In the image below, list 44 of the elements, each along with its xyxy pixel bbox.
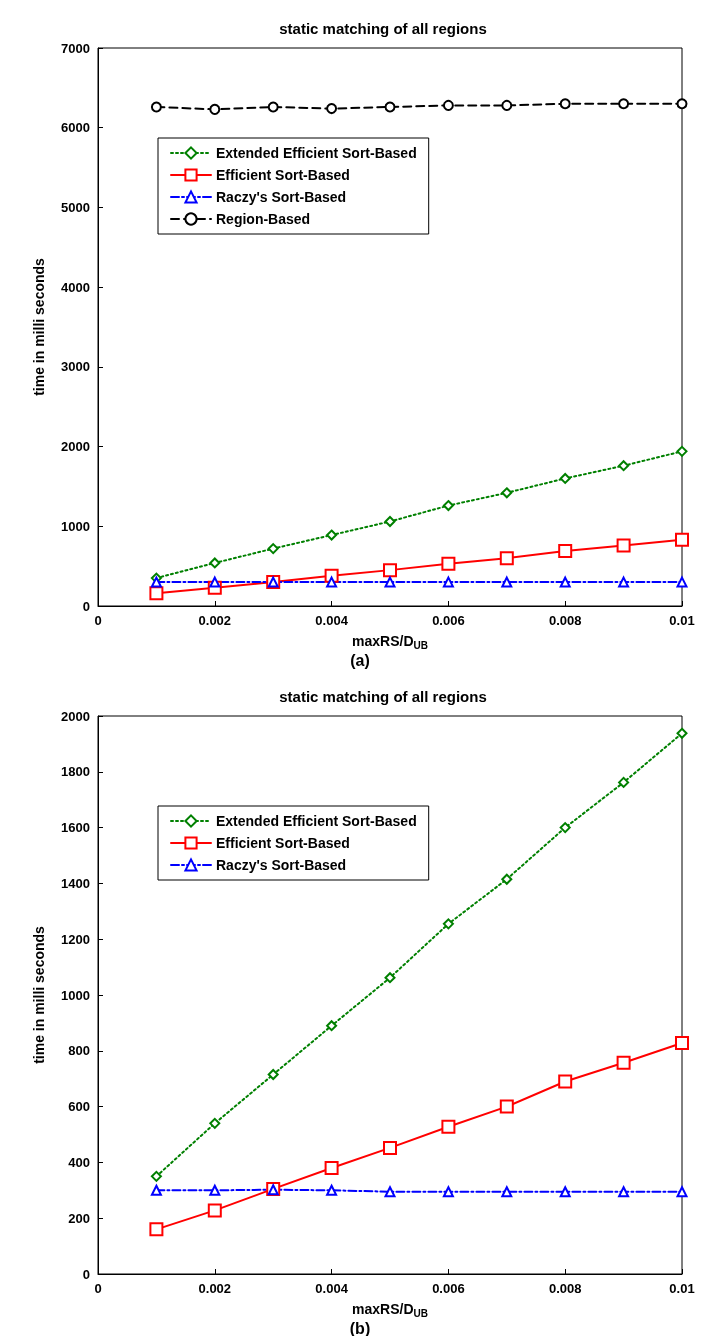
x-tick-label: 0.002 <box>198 1281 232 1296</box>
y-tick-label: 1200 <box>61 931 90 947</box>
text: (a) <box>350 651 370 669</box>
y-tick-label: 4000 <box>61 279 90 295</box>
legend-label: Efficient Sort-Based <box>216 835 350 851</box>
y-tick-label: 0 <box>82 598 90 614</box>
y-tick-label: 0 <box>82 1266 90 1282</box>
legend-label: Extended Efficient Sort-Based <box>216 145 417 161</box>
chart-title: static matching of all regions <box>279 20 487 37</box>
x-tick-label: 0.008 <box>548 1281 582 1296</box>
x-tick-label: 0.008 <box>548 613 582 628</box>
y-tick-label: 1800 <box>61 764 90 780</box>
legend-label: Efficient Sort-Based <box>216 167 350 183</box>
legend-label: Raczy's Sort-Based <box>216 189 347 205</box>
y-tick-label: 200 <box>68 1210 90 1226</box>
y-tick-label: 1600 <box>61 820 90 836</box>
y-tick-label: 5000 <box>61 199 90 215</box>
x-tick-label: 0 <box>94 1281 102 1296</box>
y-tick-label: 1400 <box>61 875 90 891</box>
y-tick-label: 800 <box>68 1043 90 1059</box>
x-tick-label: 0.01 <box>669 613 695 628</box>
x-tick-label: 0.004 <box>315 1281 349 1296</box>
y-axis-title: time in milli seconds <box>31 925 47 1064</box>
y-axis-title: time in milli seconds <box>31 257 47 396</box>
text: (b) <box>349 1319 371 1336</box>
y-tick-label: 2000 <box>61 708 90 724</box>
x-tick-label: 0 <box>94 613 102 628</box>
x-tick-label: 0.006 <box>432 1281 465 1296</box>
y-tick-label: 1000 <box>61 987 90 1003</box>
y-tick-label: 6000 <box>61 120 90 136</box>
legend-label: Raczy's Sort-Based <box>216 857 347 873</box>
x-tick-label: 0.002 <box>198 613 232 628</box>
legend-label: Extended Efficient Sort-Based <box>216 813 417 829</box>
x-tick-label: 0.004 <box>315 613 349 628</box>
x-tick-label: 0.01 <box>669 1281 695 1296</box>
x-tick-label: 0.006 <box>432 613 465 628</box>
y-tick-label: 400 <box>68 1154 90 1170</box>
y-tick-label: 600 <box>68 1099 90 1115</box>
y-tick-label: 7000 <box>61 40 90 56</box>
chart-title: static matching of all regions <box>279 688 487 705</box>
legend-label: Region-Based <box>216 211 311 227</box>
y-tick-label: 1000 <box>61 518 90 534</box>
y-tick-label: 2000 <box>61 439 90 455</box>
y-tick-label: 3000 <box>61 359 90 375</box>
